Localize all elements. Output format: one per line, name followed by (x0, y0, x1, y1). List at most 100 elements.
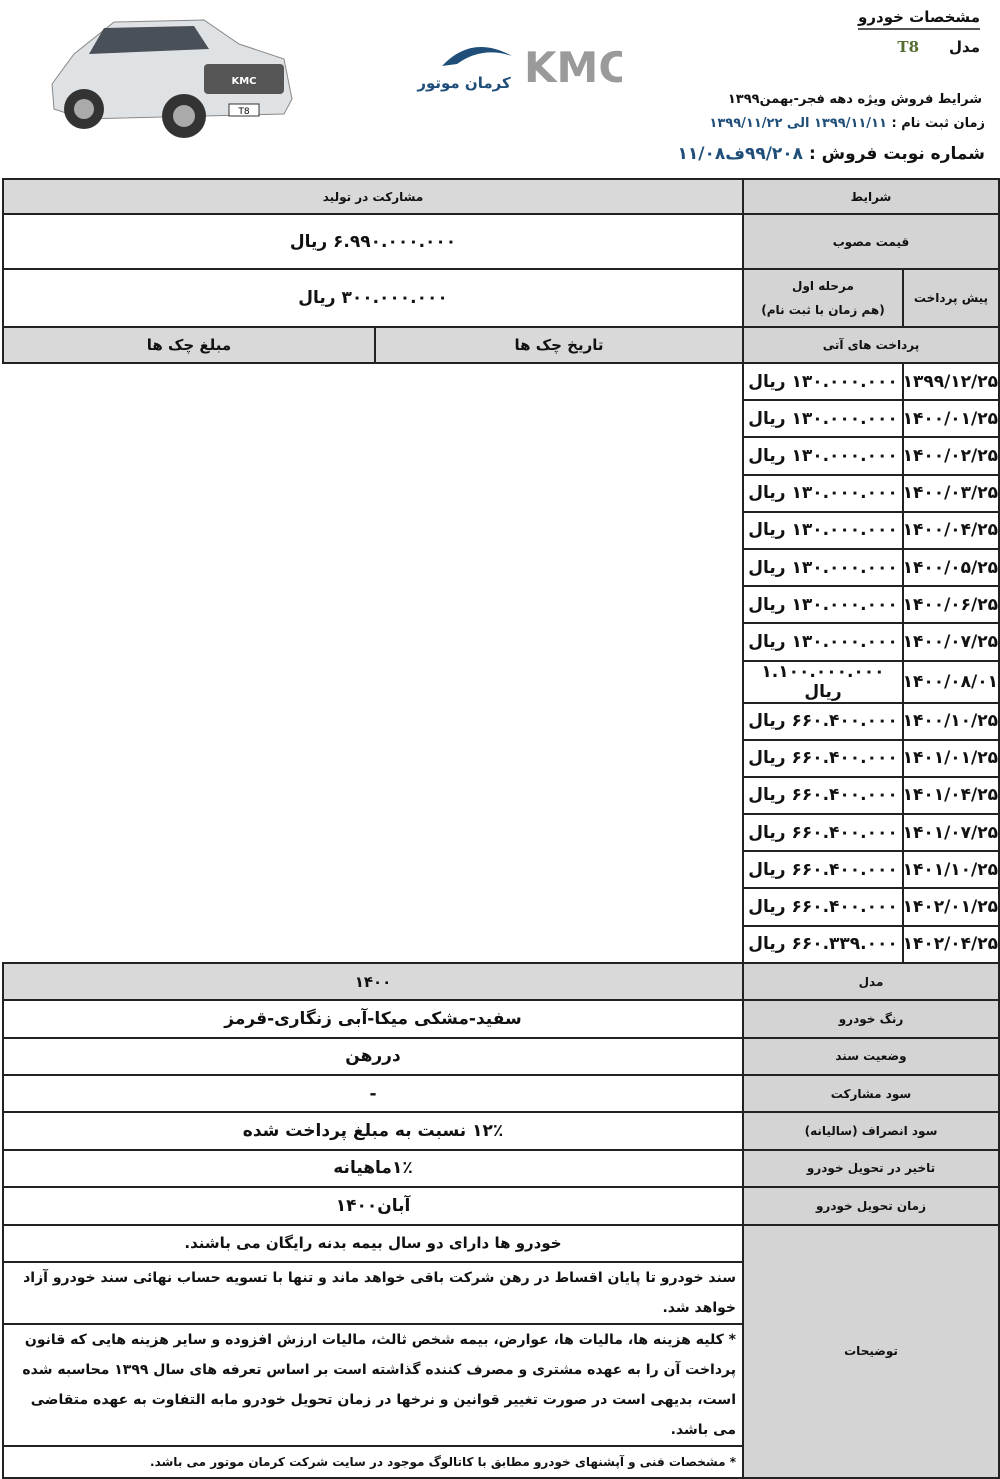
price-value: ۶.۹۹۰.۰۰۰.۰۰۰ ریال (2, 213, 744, 270)
model-value: T8 (897, 38, 920, 56)
check-row: ۱۴۰۰/۰۲/۲۵ ۱۳۰.۰۰۰.۰۰۰ ریال (3, 436, 1000, 476)
check-date: ۱۴۰۱/۰۴/۲۵ (902, 775, 1000, 816)
check-row: ۱۴۰۰/۰۵/۲۵ ۱۳۰.۰۰۰.۰۰۰ ریال (3, 547, 1000, 588)
car-image: KMC T8 (51, 19, 293, 138)
registration-period: زمان ثبت نام : ۱۳۹۹/۱۱/۱۱ الی ۱۳۹۹/۱۱/۲۲ (709, 116, 985, 131)
spec-value: ۱٪ماهیانه (2, 1148, 744, 1189)
sale-number: شماره نوبت فروش : ۹۹/۲۰۸ف۱۱/۰۸ (677, 144, 985, 164)
spec-row: مدل ۱۴۰۰ (2, 961, 1000, 1002)
price-label: قیمت مصوب (742, 213, 1000, 270)
check-date: ۱۴۰۰/۱۰/۲۵ (902, 701, 1000, 741)
check-date: ۱۴۰۰/۰۳/۲۵ (902, 473, 1000, 513)
check-amount: ۱۳۰.۰۰۰.۰۰۰ ریال (742, 399, 904, 439)
check-amount: ۱۳۰.۰۰۰.۰۰۰ ریال (742, 436, 904, 476)
spec-label: سود انصراف (سالیانه) (742, 1111, 1000, 1151)
logo-text: KMC (524, 43, 622, 92)
spec-label: زمان تحویل خودرو (742, 1186, 1000, 1226)
check-row: ۱۴۰۰/۰۱/۲۵ ۱۳۰.۰۰۰.۰۰۰ ریال (3, 399, 1000, 439)
spec-value: - (2, 1073, 744, 1114)
note-1: خودرو ها دارای دو سال بیمه بدنه رایگان م… (2, 1223, 744, 1263)
prepay-stage-title: مرحله اول (792, 279, 854, 293)
spec-label: رنگ خودرو (742, 999, 1000, 1039)
spec-value: آبان۱۴۰۰ (2, 1186, 744, 1226)
check-amount: ۱۳۰.۰۰۰.۰۰۰ ریال (742, 547, 904, 588)
check-row: ۱۴۰۲/۰۴/۲۵ ۶۶۰.۳۳۹.۰۰۰ ریال (3, 924, 1000, 964)
check-amount: ۶۶۰.۳۳۹.۰۰۰ ریال (742, 924, 904, 964)
note-4: * مشخصات فنی و آپشنهای خودرو مطابق با کا… (2, 1444, 744, 1479)
check-row: ۱۴۰۰/۰۶/۲۵ ۱۳۰.۰۰۰.۰۰۰ ریال (3, 585, 1000, 625)
check-row: ۱۴۰۰/۰۷/۲۵ ۱۳۰.۰۰۰.۰۰۰ ریال (3, 622, 1000, 662)
check-row: ۱۴۰۱/۱۰/۲۵ ۶۶۰.۴۰۰.۰۰۰ ریال (3, 850, 1000, 890)
check-row: ۱۴۰۰/۱۰/۲۵ ۶۶۰.۴۰۰.۰۰۰ ریال (3, 701, 1000, 741)
spec-row: وضعیت سند دررهن (2, 1036, 1000, 1076)
conditions-label: شرایط (742, 178, 1000, 215)
spec-value: دررهن (2, 1036, 744, 1076)
notes-label: توضیحات (742, 1223, 1000, 1479)
reg-value: ۱۳۹۹/۱۱/۱۱ الی ۱۳۹۹/۱۱/۲۲ (709, 116, 887, 131)
num-value: ۹۹/۲۰۸ف۱۱/۰۸ (677, 144, 804, 164)
kmc-logo: کرمان موتور KMC (416, 43, 622, 92)
grille-badge: KMC (231, 76, 256, 87)
check-amount-header: مبلغ چک ها (2, 326, 376, 364)
check-amount: ۱۳۰.۰۰۰.۰۰۰ ریال (742, 585, 904, 625)
conditions-value: مشارکت در تولید (2, 178, 744, 215)
prepay-label: پیش پرداخت (902, 268, 1000, 328)
sale-conditions-table: شرایط مشارکت در تولید قیمت مصوب ۶.۹۹۰.۰۰۰.… (2, 178, 1000, 1479)
check-date: ۱۴۰۰/۰۴/۲۵ (902, 510, 1000, 550)
check-date: ۱۴۰۱/۰۷/۲۵ (902, 813, 1000, 853)
check-date: ۱۳۹۹/۱۲/۲۵ (902, 361, 1000, 402)
check-row: ۱۴۰۱/۰۱/۲۵ ۶۶۰.۴۰۰.۰۰۰ ریال (3, 738, 1000, 778)
check-date: ۱۴۰۰/۰۵/۲۵ (902, 547, 1000, 588)
check-amount: ۶۶۰.۴۰۰.۰۰۰ ریال (742, 701, 904, 741)
check-row: ۱۴۰۰/۰۸/۰۱ ۱.۱۰۰.۰۰۰.۰۰۰ ریال (3, 659, 1000, 704)
reg-label: زمان ثبت نام : (891, 116, 985, 131)
spec-label: تاخیر در تحویل خودرو (742, 1148, 1000, 1189)
logo-sub: کرمان موتور (416, 74, 511, 92)
spec-row: سود مشارکت - (2, 1073, 1000, 1114)
check-amount: ۱۳۰.۰۰۰.۰۰۰ ریال (742, 473, 904, 513)
check-date: ۱۴۰۲/۰۴/۲۵ (902, 924, 1000, 964)
spec-label: سود مشارکت (742, 1073, 1000, 1114)
model-line: مدل T8 (897, 38, 980, 56)
check-amount: ۱۳۰.۰۰۰.۰۰۰ ریال (742, 510, 904, 550)
check-row: ۱۳۹۹/۱۲/۲۵ ۱۳۰.۰۰۰.۰۰۰ ریال (3, 361, 1000, 402)
check-row: ۱۴۰۲/۰۱/۲۵ ۶۶۰.۴۰۰.۰۰۰ ریال (3, 887, 1000, 927)
check-amount: ۶۶۰.۴۰۰.۰۰۰ ریال (742, 850, 904, 890)
future-payments-label: پرداخت های آتی (742, 326, 1000, 364)
prepay-value: ۳۰۰.۰۰۰.۰۰۰ ریال (2, 268, 744, 328)
spec-row: زمان تحویل خودرو آبان۱۴۰۰ (2, 1186, 1000, 1226)
check-date: ۱۴۰۱/۰۱/۲۵ (902, 738, 1000, 778)
check-amount: ۶۶۰.۴۰۰.۰۰۰ ریال (742, 887, 904, 927)
num-label: شماره نوبت فروش : (808, 144, 985, 164)
note-3: * کلیه هزینه ها، مالیات ها، عوارض، بیمه … (2, 1322, 744, 1447)
check-row: ۱۴۰۰/۰۳/۲۵ ۱۳۰.۰۰۰.۰۰۰ ریال (3, 473, 1000, 513)
check-date: ۱۴۰۰/۰۸/۰۱ (902, 659, 1000, 704)
check-date: ۱۴۰۰/۰۶/۲۵ (902, 585, 1000, 625)
check-amount: ۶۶۰.۴۰۰.۰۰۰ ریال (742, 775, 904, 816)
doc-title: مشخصات خودرو (858, 8, 980, 30)
spec-label: مدل (742, 961, 1000, 1002)
spec-value: ۱۲٪ نسبت به مبلغ پرداخت شده (2, 1111, 744, 1151)
spec-row: سود انصراف (سالیانه) ۱۲٪ نسبت به مبلغ پرد… (2, 1111, 1000, 1151)
spec-value: ۱۴۰۰ (2, 961, 744, 1002)
check-date-header: تاریخ چک ها (374, 326, 744, 364)
sale-terms: شرایط فروش ویژه دهه فجر-بهمن۱۳۹۹ (727, 92, 982, 107)
check-row: ۱۴۰۱/۰۴/۲۵ ۶۶۰.۴۰۰.۰۰۰ ریال (3, 775, 1000, 816)
check-date: ۱۴۰۰/۰۷/۲۵ (902, 622, 1000, 662)
check-amount: ۶۶۰.۴۰۰.۰۰۰ ریال (742, 813, 904, 853)
check-row: ۱۴۰۰/۰۴/۲۵ ۱۳۰.۰۰۰.۰۰۰ ریال (3, 510, 1000, 550)
note-2: سند خودرو تا پایان اقساط در رهن شرکت باق… (2, 1260, 744, 1325)
check-date: ۱۴۰۰/۰۲/۲۵ (902, 436, 1000, 476)
check-amount: ۶۶۰.۴۰۰.۰۰۰ ریال (742, 738, 904, 778)
check-date: ۱۴۰۰/۰۱/۲۵ (902, 399, 1000, 439)
prepay-stage: مرحله اول (هم زمان با ثبت نام) (742, 268, 904, 328)
check-date: ۱۴۰۲/۰۱/۲۵ (902, 887, 1000, 927)
check-amount: ۱.۱۰۰.۰۰۰.۰۰۰ ریال (742, 659, 904, 704)
prepay-stage-note: (هم زمان با ثبت نام) (761, 303, 885, 317)
spec-label: وضعیت سند (742, 1036, 1000, 1076)
spec-value: سفید-مشکی میکا-آبی زنگاری-قرمز (2, 999, 744, 1039)
check-amount: ۱۳۰.۰۰۰.۰۰۰ ریال (742, 622, 904, 662)
model-label: مدل (949, 38, 980, 56)
spec-row: تاخیر در تحویل خودرو ۱٪ماهیانه (2, 1148, 1000, 1189)
check-row: ۱۴۰۱/۰۷/۲۵ ۶۶۰.۴۰۰.۰۰۰ ریال (3, 813, 1000, 853)
